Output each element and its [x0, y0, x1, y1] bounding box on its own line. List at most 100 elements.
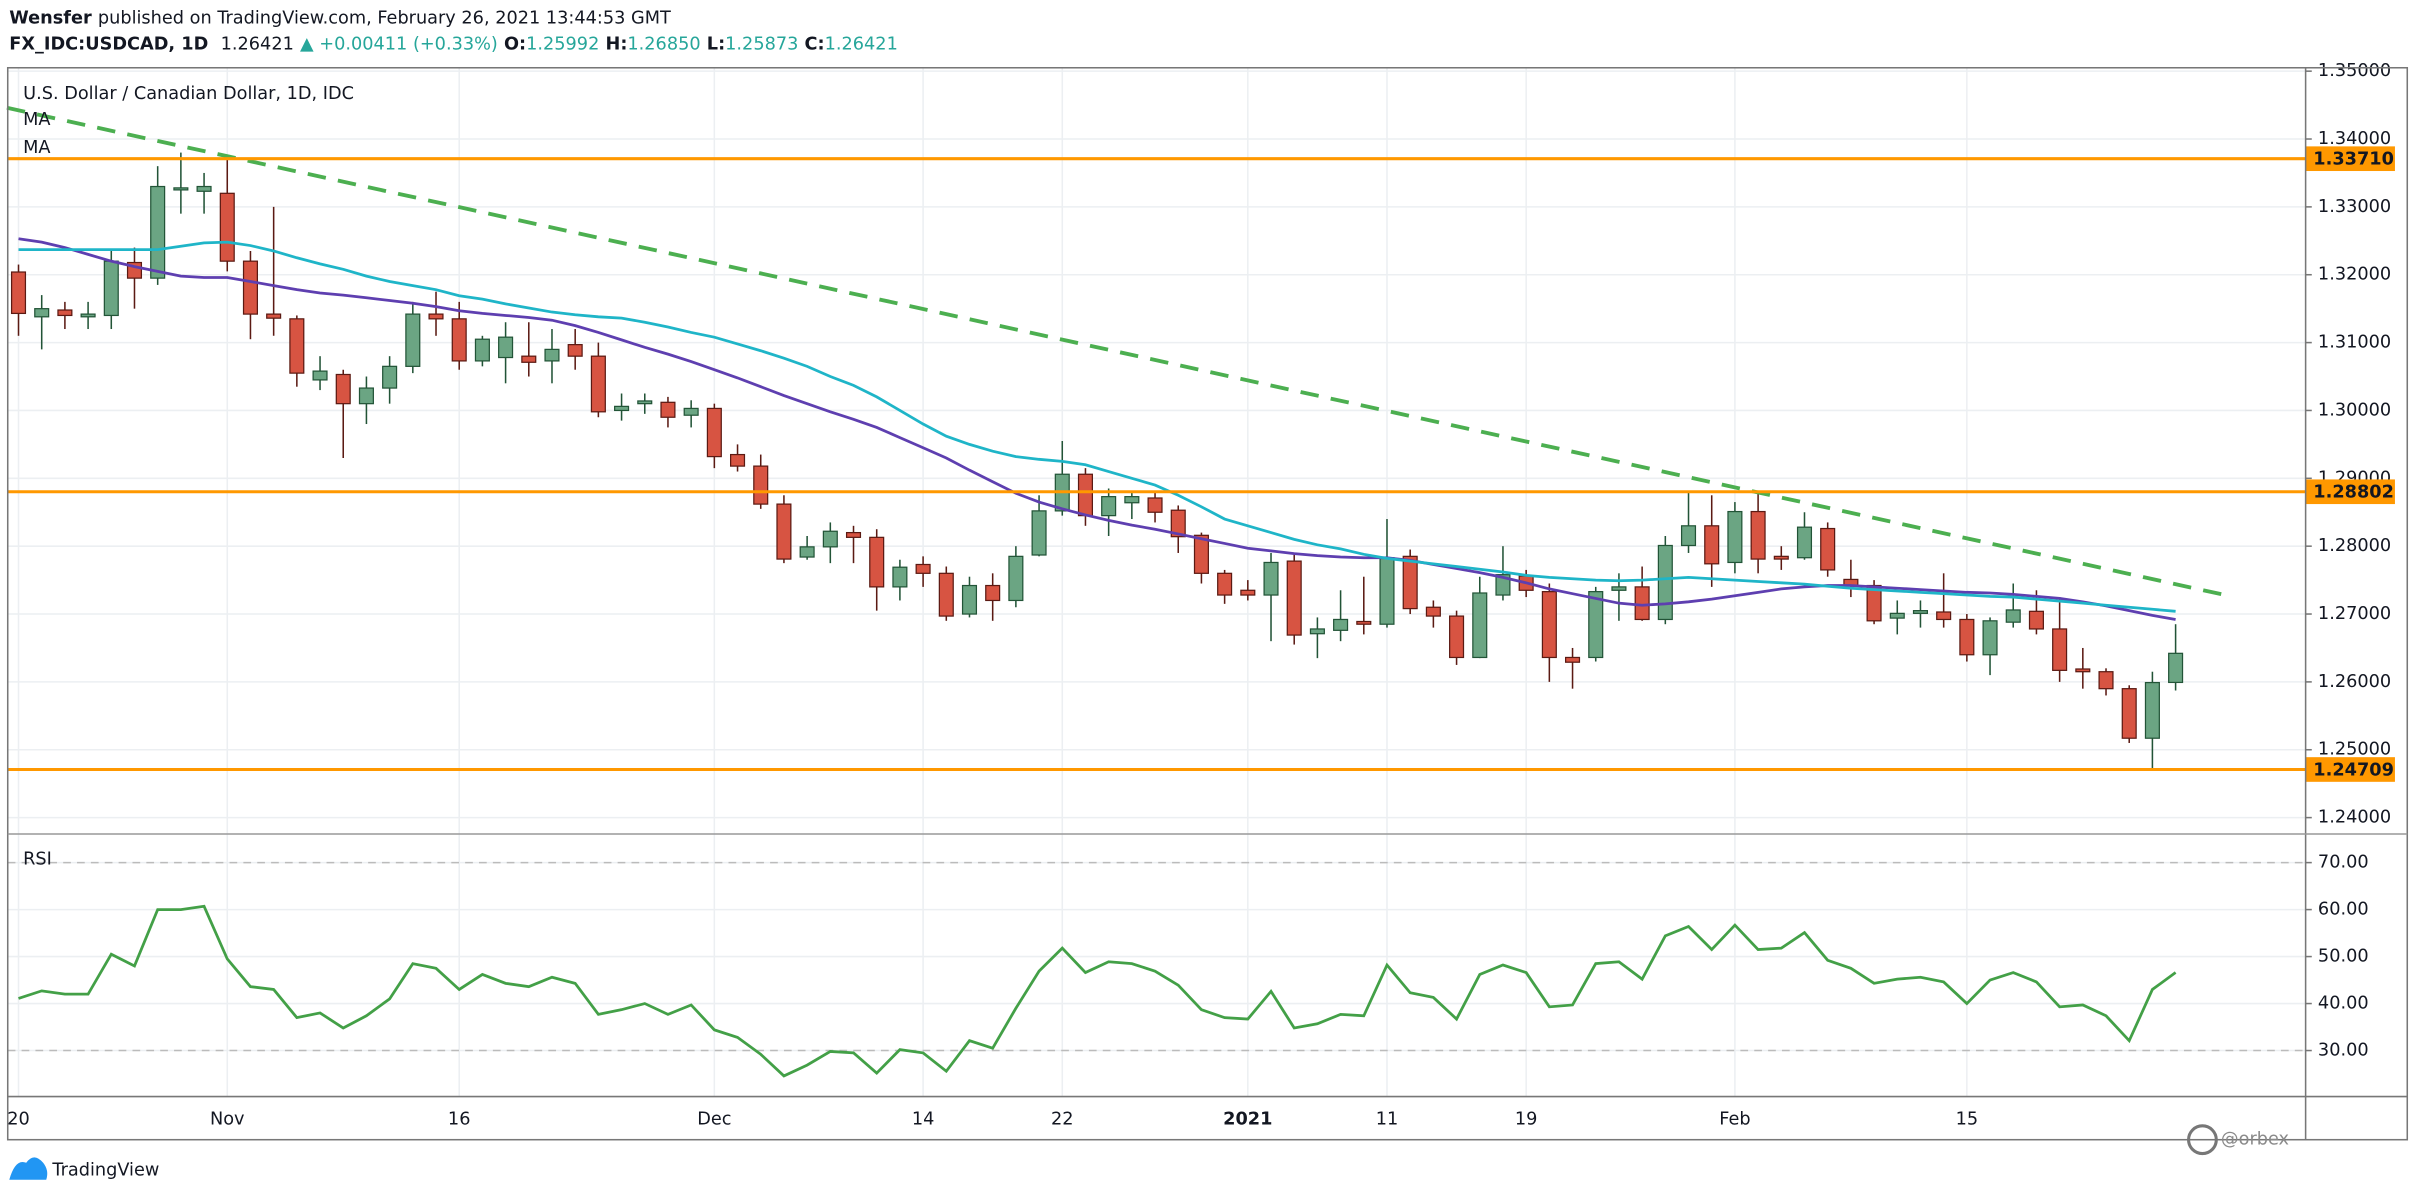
candle-body [1147, 497, 1163, 513]
candle-body [1101, 496, 1117, 517]
candle-body [822, 530, 838, 548]
y-tick-label: 1.33000 [2318, 197, 2391, 217]
candle-body [1541, 591, 1557, 659]
candle-body [521, 355, 537, 363]
candle-body [729, 453, 746, 467]
candle-body [938, 572, 954, 617]
y-tick-label: 1.28000 [2318, 536, 2391, 556]
candle-body [660, 401, 676, 418]
candle-body [2028, 610, 2044, 630]
rsi-line [18, 904, 2177, 1078]
x-tick-label: 20 [7, 1110, 30, 1130]
ohlc-value: 1.26421 [825, 35, 898, 55]
candle-body [2098, 671, 2114, 690]
candle-body [1031, 510, 1047, 556]
ohlc-key: L: [707, 35, 725, 55]
candle-body [451, 318, 467, 362]
y-tick-label: 1.25000 [2318, 740, 2391, 760]
candle-body [382, 365, 398, 389]
candle-body [150, 185, 166, 279]
y-tick-label: 1.35000 [2318, 61, 2391, 81]
candle-body [1820, 527, 1836, 571]
candle-body [1889, 612, 1905, 619]
candle-body [405, 313, 421, 367]
candle-body [335, 373, 351, 405]
logo-icon [9, 1157, 48, 1180]
author: Wensfer [9, 8, 92, 28]
candle-body [358, 387, 374, 405]
y-tick-label: 1.31000 [2318, 333, 2391, 353]
x-tick-label: 11 [1376, 1110, 1399, 1130]
level-tag [2305, 479, 2395, 505]
y-tick-label: 1.34000 [2318, 129, 2391, 149]
candle-body [242, 260, 259, 315]
candle-body [1936, 611, 1952, 621]
candle-body [1912, 610, 1929, 614]
y-tick-label: 1.30000 [2318, 400, 2391, 420]
candle-body [2052, 628, 2068, 671]
candle-body [1982, 620, 1998, 656]
candle-body [1472, 592, 1488, 659]
candle-body [1170, 509, 1186, 538]
candle-body [1564, 656, 1581, 663]
publish-line: Wensfer published on TradingView.com, Feb… [9, 8, 671, 28]
candle-body [1657, 544, 1673, 621]
candle-body [1634, 586, 1650, 621]
candle-body [1240, 589, 1256, 596]
level-label: 1.33710 [2313, 149, 2394, 169]
candle-body [1588, 591, 1604, 659]
candle-body [753, 465, 769, 505]
candle-body [1704, 525, 1720, 565]
candle-body [219, 192, 235, 262]
level-tag [2305, 757, 2395, 782]
candle-body [1217, 572, 1233, 596]
candle-body [1425, 606, 1441, 617]
candle-body [1286, 560, 1302, 636]
symbol-line: FX_IDC:USDCAD, 1D 1.26421 ▲ +0.00411 (+0.3… [9, 35, 898, 55]
candle-body [1959, 618, 1975, 656]
candle-body [266, 313, 282, 319]
candle-body [428, 313, 444, 320]
candle-body [2075, 668, 2091, 673]
x-tick-label: 16 [448, 1110, 471, 1130]
legend-entry: MA [23, 110, 50, 130]
candle-body [312, 370, 328, 381]
candle-body [776, 503, 792, 560]
change: ▲ +0.00411 (+0.33%) [300, 35, 498, 55]
candle-body [80, 313, 96, 318]
x-tick-label: 15 [1956, 1110, 1979, 1130]
candle-body [614, 405, 630, 412]
x-tick-label: 2021 [1223, 1110, 1272, 1130]
candle-body [1356, 620, 1372, 625]
candle-body [1077, 473, 1094, 517]
candle-body [706, 407, 722, 458]
y-tick-label: 1.24000 [2318, 808, 2391, 828]
frame [6, 66, 2409, 1141]
y-tick-label: 1.32000 [2318, 265, 2391, 285]
candle-body [34, 308, 50, 318]
chart-title: U.S. Dollar / Canadian Dollar, 1D, IDC [23, 84, 354, 104]
candle-body [2005, 609, 2021, 623]
candle-body [1611, 586, 1627, 591]
trend-line [6, 105, 2223, 597]
candle-body [498, 336, 514, 359]
candle-body [1333, 618, 1349, 631]
ohlc-value: 1.25992 [526, 35, 599, 55]
legend-entry: MA [23, 138, 50, 158]
candle-body [961, 584, 978, 615]
candle-body [590, 355, 606, 413]
candle-body [57, 309, 73, 317]
footer-brand: TradingView [51, 1161, 159, 1181]
candle-body [1680, 525, 1697, 547]
y-tick-label: 1.27000 [2318, 604, 2391, 624]
watermark-icon [2187, 1124, 2218, 1156]
candle-body [10, 271, 27, 315]
level-label: 1.24709 [2313, 760, 2394, 780]
candle-body [567, 344, 583, 357]
candle-body [173, 187, 189, 191]
ohlc-value: 1.25873 [725, 35, 798, 55]
candle-body [1193, 534, 1209, 574]
candle-body [1449, 615, 1465, 659]
candle-body [1750, 510, 1766, 560]
